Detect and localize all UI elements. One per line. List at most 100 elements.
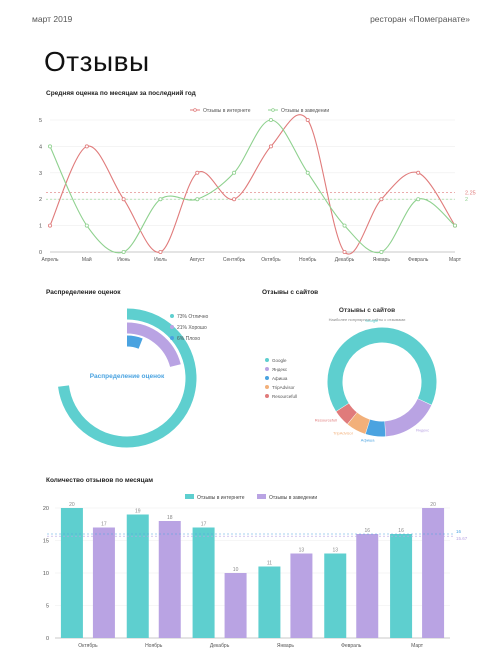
reference-line-label: 2.25: [465, 191, 476, 197]
bar: [158, 521, 181, 638]
data-label: 20: [430, 502, 436, 508]
x-tick-label: Февраль: [408, 257, 429, 263]
data-point: [195, 197, 200, 202]
legend-label: Отзывы в интернете: [197, 495, 245, 501]
radial-bar: [126, 322, 181, 368]
data-label: 13: [332, 548, 338, 554]
legend-swatch: [265, 385, 269, 389]
donut-inner-title: Отзывы с сайтов: [339, 306, 395, 314]
y-tick-label: 5: [46, 604, 49, 610]
bar-chart: 0 5 10 15 20 20 17 Октябрь 19 18 Ноябрь 17 10 Декабрь…: [43, 494, 468, 649]
x-tick-label: Декабрь: [335, 257, 355, 263]
data-point: [342, 249, 347, 254]
data-point: [416, 197, 421, 202]
data-point: [416, 170, 421, 175]
data-point: [268, 117, 273, 122]
slice-label: Яндекс: [416, 428, 429, 433]
legend-label: Google: [272, 358, 287, 363]
data-point: [121, 249, 126, 254]
legend-swatch: [265, 367, 269, 371]
donut-slice: [384, 398, 432, 437]
x-tick-label: Январь: [277, 643, 295, 649]
legend-label: Отзывы в интернете: [203, 108, 251, 114]
legend-label: Resourcefull: [272, 394, 297, 399]
restaurant-name: ресторан «Помегранате»: [370, 14, 470, 24]
bar: [356, 534, 379, 638]
data-label: 17: [201, 522, 207, 528]
page-title: Отзывы: [44, 46, 150, 77]
donut-slice: [365, 419, 386, 437]
legend-swatch: [185, 494, 194, 499]
x-tick-label: Март: [449, 257, 462, 263]
legend-label: 21% Хорошо: [177, 325, 207, 331]
x-tick-label: Октябрь: [261, 257, 281, 263]
data-label: 18: [167, 515, 173, 521]
slice-label: Афиша: [361, 438, 375, 443]
legend-swatch: [265, 376, 269, 380]
bar: [390, 534, 413, 638]
donut-inner-subtitle: Наиболее популярные сайты с отзывами: [329, 317, 406, 322]
radial-bar: [126, 335, 143, 349]
slice-label: TripAdvisor: [333, 431, 354, 436]
donut-chart: Отзывы с сайтов Наиболее популярные сайты…: [265, 306, 437, 443]
legend-label: TripAdvisor: [272, 385, 295, 390]
x-tick-label: Ноябрь: [299, 257, 317, 263]
legend-swatch: [265, 358, 269, 362]
bar: [60, 508, 83, 638]
x-tick-label: Август: [190, 257, 206, 263]
bar: [422, 508, 445, 638]
line-chart-title: Средняя оценка по месяцам за последний г…: [46, 90, 196, 97]
report-date: март 2019: [32, 14, 73, 24]
legend-label: Яндекс: [272, 367, 288, 372]
data-label: 17: [101, 522, 107, 528]
y-tick-label: 2: [39, 197, 42, 203]
data-point: [342, 223, 347, 228]
data-point: [379, 249, 384, 254]
legend-swatch: [170, 314, 174, 318]
x-tick-label: Ноябрь: [145, 643, 163, 649]
data-point: [84, 223, 89, 228]
x-tick-label: Июль: [154, 257, 167, 263]
donut-slice: [347, 412, 371, 434]
data-label: 10: [233, 567, 239, 573]
bar: [290, 553, 313, 638]
y-tick-label: 20: [43, 506, 49, 512]
legend-label: 73% Отлично: [177, 314, 209, 320]
x-tick-label: Январь: [373, 257, 391, 263]
y-tick-label: 0: [39, 250, 42, 256]
x-tick-label: Октябрь: [78, 643, 98, 649]
y-tick-label: 15: [43, 539, 49, 545]
radial-center-label: Распределение оценок: [90, 373, 165, 380]
radial-bar: [58, 308, 197, 448]
legend-swatch: [265, 394, 269, 398]
y-tick-label: 1: [39, 224, 42, 230]
series-line: [49, 119, 456, 254]
reference-line-label: 2: [465, 197, 468, 203]
data-point: [121, 197, 126, 202]
x-tick-label: Июнь: [117, 257, 130, 263]
legend-label: 6% Плохо: [177, 336, 200, 342]
data-point: [232, 197, 237, 202]
data-label: 11: [267, 561, 272, 567]
data-point: [84, 144, 89, 149]
legend-swatch: [170, 336, 174, 340]
data-point: [232, 170, 237, 175]
x-tick-label: Декабрь: [210, 643, 230, 649]
data-label: 16: [398, 528, 404, 534]
data-point: [452, 223, 457, 228]
legend-swatch: [257, 494, 266, 499]
data-point: [268, 144, 273, 149]
bar: [126, 514, 149, 638]
data-label: 20: [69, 502, 75, 508]
legend-label: Отзывы в заведении: [269, 495, 317, 501]
data-point: [158, 197, 163, 202]
data-point: [379, 197, 384, 202]
y-tick-label: 10: [43, 571, 49, 577]
reference-line-label: 15.67: [456, 536, 468, 541]
x-tick-label: Март: [411, 643, 424, 649]
slice-label: Resourcefull: [315, 418, 337, 423]
legend-marker: [271, 108, 275, 112]
data-point: [195, 170, 200, 175]
x-tick-label: Май: [82, 256, 92, 263]
data-point: [48, 144, 53, 149]
